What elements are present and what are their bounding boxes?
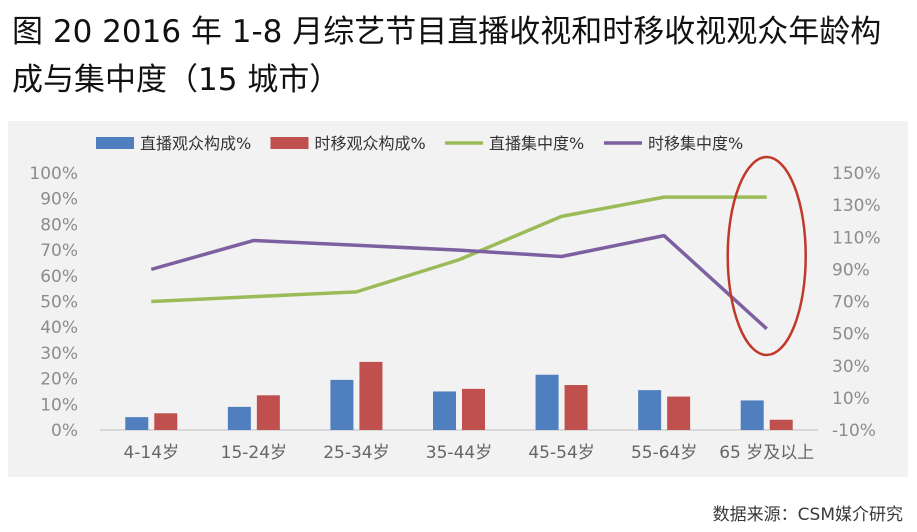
y-right-tick-label: 110% [832,228,881,248]
legend-swatch [270,137,309,149]
x-tick-label: 15-24岁 [221,443,287,463]
annotation-ellipse [726,155,807,357]
y-left-tick-label: 80% [40,215,78,235]
y-left-tick-label: 30% [40,344,78,364]
y-right-tick-label: 30% [832,357,870,377]
x-tick-label: 4-14岁 [123,443,179,463]
y-left-tick-label: 70% [40,241,78,261]
bar [667,396,691,430]
series-line [151,195,767,304]
bar [154,413,178,430]
y-left-tick-label: 50% [40,293,78,313]
source-note: 数据来源：CSM媒介研究 [712,505,903,525]
y-left-tick-label: 60% [40,267,78,287]
x-tick-label: 55-64岁 [631,443,697,463]
legend-label: 直播观众构成% [140,134,251,153]
series-line [150,233,768,331]
y-right-tick-label: 10% [832,389,870,409]
y-left-tick-label: 40% [40,318,78,338]
x-tick-label: 65 岁及以上 [719,443,814,463]
bar [740,400,764,430]
bar [433,391,456,430]
y-left-tick-label: 10% [40,395,78,415]
y-right-tick-label: 90% [832,260,870,280]
bar [638,390,662,430]
bar [462,388,485,430]
y-right-tick-label: -10% [832,421,876,441]
bar [256,395,280,430]
bar [769,419,793,430]
bar [227,406,251,430]
y-left-tick-label: 20% [40,370,78,390]
legend-swatch [96,137,134,149]
y-right-tick-label: 70% [832,293,870,313]
y-left-tick-label: 90% [40,190,78,210]
y-right-tick-label: 130% [832,196,881,216]
bar [359,361,383,430]
x-tick-label: 35-44岁 [426,443,492,463]
x-tick-label: 25-34岁 [323,443,389,463]
legend-label: 时移集中度% [648,134,743,153]
y-left-tick-label: 0% [51,421,78,441]
y-left-tick-label: 100% [29,164,78,184]
bar [535,374,559,430]
y-right-tick-label: 150% [832,164,881,184]
bar [564,385,588,430]
legend-label: 时移观众构成% [315,134,426,153]
y-right-tick-label: 50% [832,325,870,345]
chart-title: 图 20 2016 年 1-8 月综艺节目直播收视和时移收视观众年龄构成与集中度… [12,14,882,98]
x-tick-label: 45-54岁 [528,443,594,463]
legend-label: 直播集中度% [489,134,584,153]
bar [330,379,354,430]
bar [125,417,149,430]
